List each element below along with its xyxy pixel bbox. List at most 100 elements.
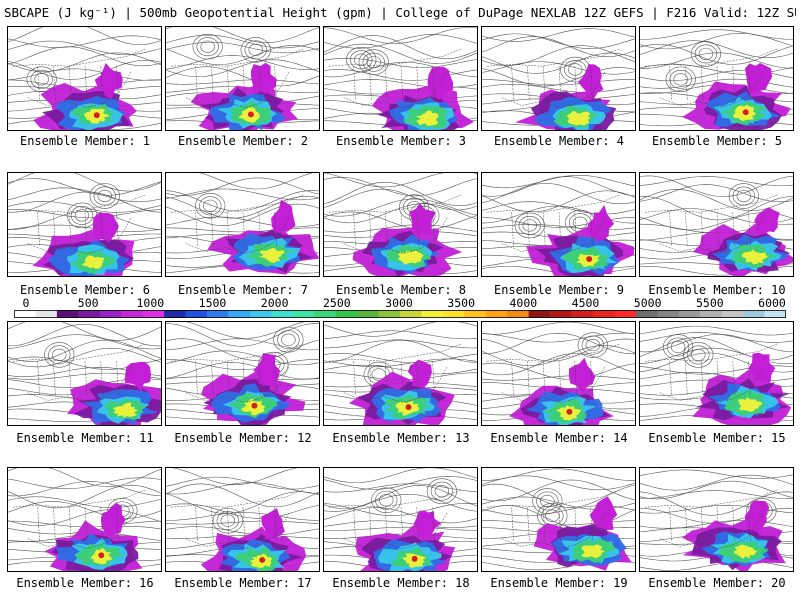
ensemble-member-map xyxy=(481,321,636,426)
colorbar-segment xyxy=(700,310,722,318)
colorbar-segment xyxy=(421,310,444,318)
colorbar-tick-label: 1500 xyxy=(198,296,227,310)
political-borders xyxy=(486,194,621,254)
colorbar-segment xyxy=(678,310,701,318)
colorbar-segment xyxy=(657,310,680,318)
colorbar-tick-label: 4500 xyxy=(571,296,600,310)
ensemble-member-label: Ensemble Member: 3 xyxy=(335,134,467,148)
colorbar-segment xyxy=(464,310,487,318)
ensemble-member-map xyxy=(323,321,478,426)
colorbar-outline xyxy=(14,310,786,318)
sbcape-map xyxy=(640,175,793,276)
political-borders xyxy=(486,343,621,403)
sbcape-map xyxy=(8,27,161,130)
cape-field xyxy=(371,66,474,130)
sbcape-map xyxy=(166,322,319,425)
colorbar-tick-label: 2500 xyxy=(322,296,351,310)
political-borders xyxy=(12,343,147,403)
page-title: SBCAPE (J kg⁻¹) | 500mb Geopotential Hei… xyxy=(4,5,796,20)
colorbar-segment xyxy=(721,310,744,318)
sbcape-map xyxy=(324,173,477,276)
colorbar-segment xyxy=(378,310,401,318)
cape-field xyxy=(44,502,143,571)
colorbar-segment xyxy=(335,310,358,318)
political-borders xyxy=(328,343,463,403)
cape-field xyxy=(201,352,306,425)
ensemble-member-label: Ensemble Member: 7 xyxy=(177,283,309,297)
ensemble-member-map xyxy=(323,26,478,131)
colorbar-segment xyxy=(314,310,336,318)
ensemble-member-label: Ensemble Member: 6 xyxy=(19,283,151,297)
sbcape-map xyxy=(166,173,319,275)
ensemble-member-map xyxy=(165,172,320,277)
ensemble-member-map xyxy=(481,467,636,572)
ensemble-member-label: Ensemble Member: 20 xyxy=(648,576,786,590)
ensemble-member-map xyxy=(639,321,794,426)
ensemble-member-label: Ensemble Member: 5 xyxy=(651,134,783,148)
cape-field xyxy=(67,361,161,425)
colorbar-segment xyxy=(743,310,765,318)
cape-field xyxy=(509,357,614,425)
cape-field xyxy=(200,508,307,571)
political-borders xyxy=(12,489,147,549)
colorbar-segment xyxy=(764,310,786,318)
ensemble-member-map xyxy=(323,172,478,277)
sbcape-map xyxy=(482,175,635,276)
political-borders xyxy=(486,489,621,549)
colorbar-segment xyxy=(485,310,508,318)
colorbar-tick-label: 3000 xyxy=(385,296,413,310)
colorbar-segment xyxy=(271,310,294,318)
cape-field xyxy=(682,500,786,571)
cape-field xyxy=(348,359,455,425)
ensemble-member-label: Ensemble Member: 9 xyxy=(493,283,625,297)
colorbar-tick-label: 500 xyxy=(77,296,99,310)
political-borders xyxy=(12,48,147,108)
sbcape-map xyxy=(8,173,161,276)
cape-field xyxy=(693,207,793,276)
colorbar-segment xyxy=(35,310,58,318)
cape-field xyxy=(533,496,632,571)
ensemble-member-map xyxy=(7,26,162,131)
colorbar-tick-label: 4000 xyxy=(509,296,538,310)
sbcape-map xyxy=(8,322,161,425)
political-borders xyxy=(328,48,463,108)
political-borders xyxy=(644,343,779,403)
ensemble-member-map xyxy=(481,26,636,131)
colorbar-segment xyxy=(571,310,594,318)
political-borders xyxy=(644,489,779,549)
ensemble-member-map xyxy=(481,172,636,277)
ensemble-member-label: Ensemble Member: 14 xyxy=(490,431,628,445)
ensemble-member-map xyxy=(639,467,794,572)
colorbar-segment xyxy=(142,310,165,318)
colorbar-segment xyxy=(442,310,465,318)
colorbar-segment xyxy=(507,310,529,318)
cape-field xyxy=(526,204,635,276)
sbcape-map xyxy=(324,468,477,571)
cape-field xyxy=(514,64,617,130)
ensemble-member-label: Ensemble Member: 10 xyxy=(648,283,786,297)
cape-field xyxy=(692,352,792,425)
political-borders xyxy=(170,343,305,403)
political-borders xyxy=(170,489,305,549)
colorbar-segment xyxy=(400,310,422,318)
ensemble-member-label: Ensemble Member: 15 xyxy=(648,431,786,445)
ensemble-member-map xyxy=(165,26,320,131)
colorbar-segment xyxy=(357,310,379,318)
political-borders xyxy=(644,48,779,108)
ensemble-member-label: Ensemble Member: 11 xyxy=(16,431,154,445)
cape-field xyxy=(33,63,137,130)
ensemble-member-label: Ensemble Member: 4 xyxy=(493,134,625,148)
cape-field xyxy=(682,63,791,130)
ensemble-member-label: Ensemble Member: 8 xyxy=(335,283,467,297)
sbcape-map xyxy=(482,468,635,571)
political-borders xyxy=(170,48,305,108)
ensemble-member-map xyxy=(639,26,794,131)
ensemble-member-label: Ensemble Member: 12 xyxy=(174,431,312,445)
colorbar-segment xyxy=(14,310,36,318)
cape-field xyxy=(355,510,456,571)
cape-field xyxy=(32,212,135,276)
ensemble-member-map xyxy=(323,467,478,572)
ensemble-member-map xyxy=(7,321,162,426)
colorbar-segment xyxy=(207,310,229,318)
colorbar-segment xyxy=(635,310,658,318)
